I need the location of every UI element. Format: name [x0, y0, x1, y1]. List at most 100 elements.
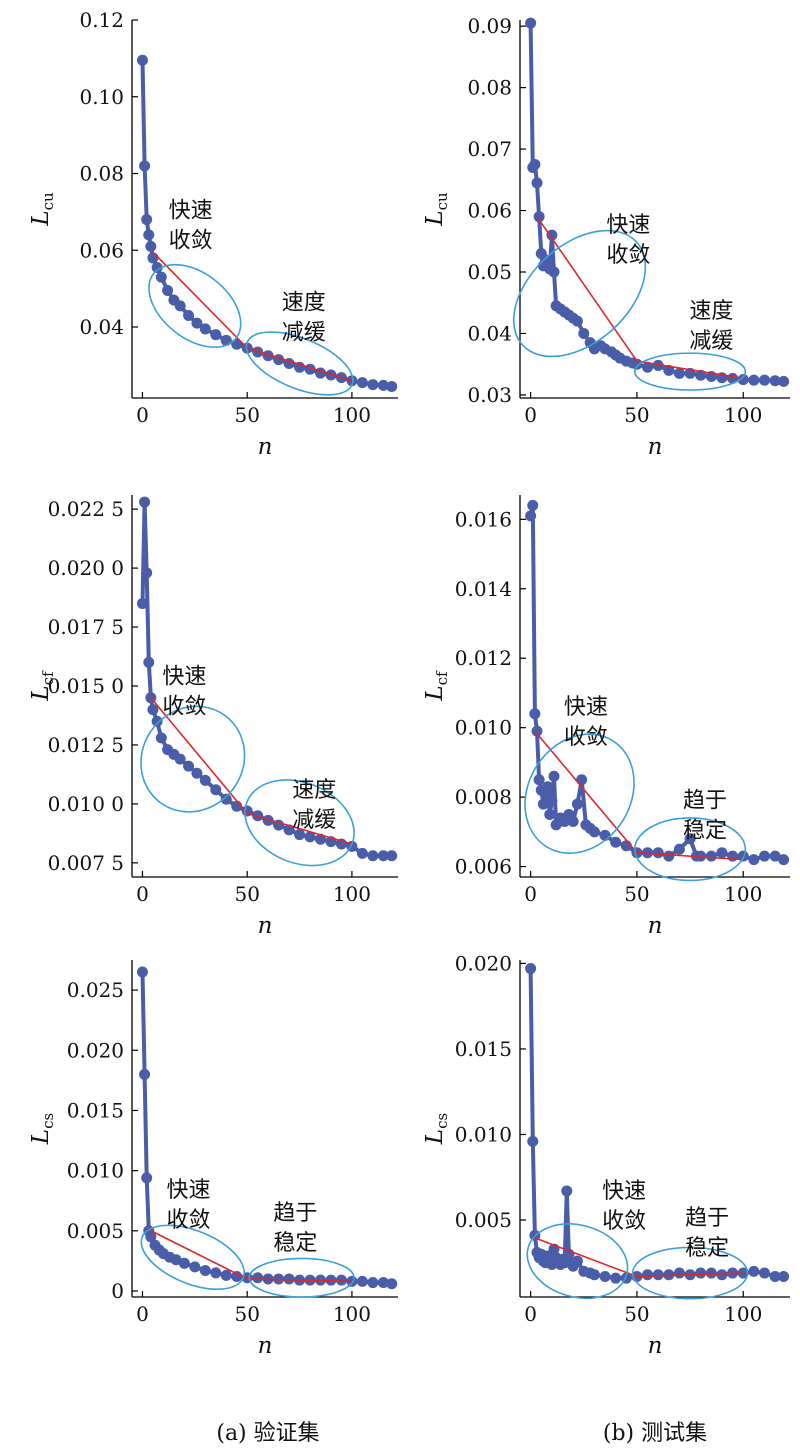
data-point [537, 798, 549, 810]
trend-line [636, 360, 744, 380]
region-ellipse [526, 1223, 629, 1300]
annotation-label: 收敛 [602, 1209, 646, 1234]
data-point [377, 850, 389, 862]
panel-b2: 0 50 100 0.006 0.008 0.010 0.012 0.014 0.016 n Lcf… [422, 495, 790, 939]
x-tick-label: 50 [624, 1302, 649, 1326]
y-tick-label: 0.06 [79, 238, 124, 262]
trend-line [152, 251, 248, 349]
data-point [769, 1270, 781, 1282]
x-tick-label: 0 [524, 1302, 537, 1326]
x-tick-label: 100 [333, 882, 371, 906]
annotation-label: 收敛 [564, 725, 608, 750]
trend-line [636, 1272, 744, 1278]
region-ellipse [634, 352, 747, 391]
data-point [356, 377, 368, 389]
data-point [673, 1267, 685, 1279]
data-point [147, 252, 159, 264]
data-point [210, 1267, 222, 1279]
annotation-label: 减缓 [282, 321, 326, 346]
data-point [356, 1275, 368, 1287]
data-point [139, 1068, 151, 1080]
y-tick-label: 0.015 [67, 1098, 124, 1122]
data-point [183, 309, 195, 321]
data-point [705, 1267, 717, 1279]
trend-line [636, 851, 744, 861]
y-tick-label: 0.015 [455, 1037, 512, 1061]
panel-a2: 0 50 100 0.007 5 0.010 0 0.012 5 0.015 0 0.017 … [28, 495, 398, 939]
y-tick-label: 0.08 [79, 162, 124, 186]
y-axis-label: Lcu [28, 192, 57, 227]
annotation-label: 趋于 [685, 1206, 729, 1231]
data-point [533, 211, 545, 223]
trend-line [246, 812, 353, 845]
region-ellipse [148, 263, 242, 348]
x-tick-label: 0 [136, 403, 149, 427]
data-point [527, 1135, 539, 1147]
x-axis-label: n [258, 434, 273, 460]
annotation-label: 趋于 [683, 789, 727, 814]
annotation-label: 收敛 [169, 229, 213, 254]
data-point [544, 808, 556, 820]
data-point [145, 240, 157, 252]
annotation-label: 速度 [292, 778, 336, 803]
y-tick-label: 0.06 [467, 199, 512, 223]
data-point [136, 966, 148, 978]
data-point [220, 1269, 232, 1281]
y-tick-label: 0.04 [467, 321, 512, 345]
annotation-label: 快速 [169, 199, 213, 224]
y-tick-label: 0.05 [467, 260, 512, 284]
y-tick-label: 0.12 [79, 8, 124, 32]
y-tick-label: 0.025 [67, 978, 124, 1002]
data-point [294, 829, 306, 841]
annotation-label: 快速 [564, 695, 608, 720]
y-tick-label: 0 [111, 1279, 124, 1303]
data-point [170, 1254, 182, 1266]
data-point [151, 262, 163, 274]
region-ellipse [524, 733, 635, 854]
x-tick-label: 100 [724, 1302, 762, 1326]
data-point [737, 374, 749, 386]
data-point [778, 375, 790, 387]
trend-line [534, 730, 638, 854]
data-point [136, 597, 148, 609]
data-point [642, 361, 654, 373]
data-point [548, 770, 560, 782]
data-point [769, 850, 781, 862]
data-point [356, 847, 368, 859]
data-point [143, 229, 155, 241]
annotation-label: 速度 [689, 299, 733, 324]
data-point [727, 850, 739, 862]
data-point [199, 323, 211, 335]
data-point [141, 567, 153, 579]
y-tick-label: 0.015 0 [48, 674, 124, 698]
data-point [588, 826, 600, 838]
series-line [528, 968, 784, 1281]
region-ellipse [244, 779, 355, 867]
y-tick-label: 0.020 [67, 1038, 124, 1062]
data-point [748, 374, 760, 386]
data-point [695, 1267, 707, 1279]
data-point [652, 847, 664, 859]
data-point [571, 1255, 583, 1267]
data-point [599, 1270, 611, 1282]
data-point [386, 850, 398, 862]
data-point [599, 829, 611, 841]
y-tick-label: 0.007 5 [48, 851, 124, 875]
y-tick-label: 0.010 [455, 716, 512, 740]
data-point [199, 774, 211, 786]
region-ellipse [140, 705, 246, 813]
data-point [610, 836, 622, 848]
data-point [748, 854, 760, 866]
data-point [748, 1265, 760, 1277]
y-axis-label: Lcs [422, 1113, 451, 1145]
region-ellipse [634, 817, 747, 882]
y-tick-label: 0.016 [455, 507, 512, 531]
data-point [663, 364, 675, 376]
y-tick-label: 0.014 [455, 577, 512, 601]
data-point [778, 1270, 790, 1282]
data-point [571, 315, 583, 327]
data-point [377, 379, 389, 391]
data-point [367, 850, 379, 862]
